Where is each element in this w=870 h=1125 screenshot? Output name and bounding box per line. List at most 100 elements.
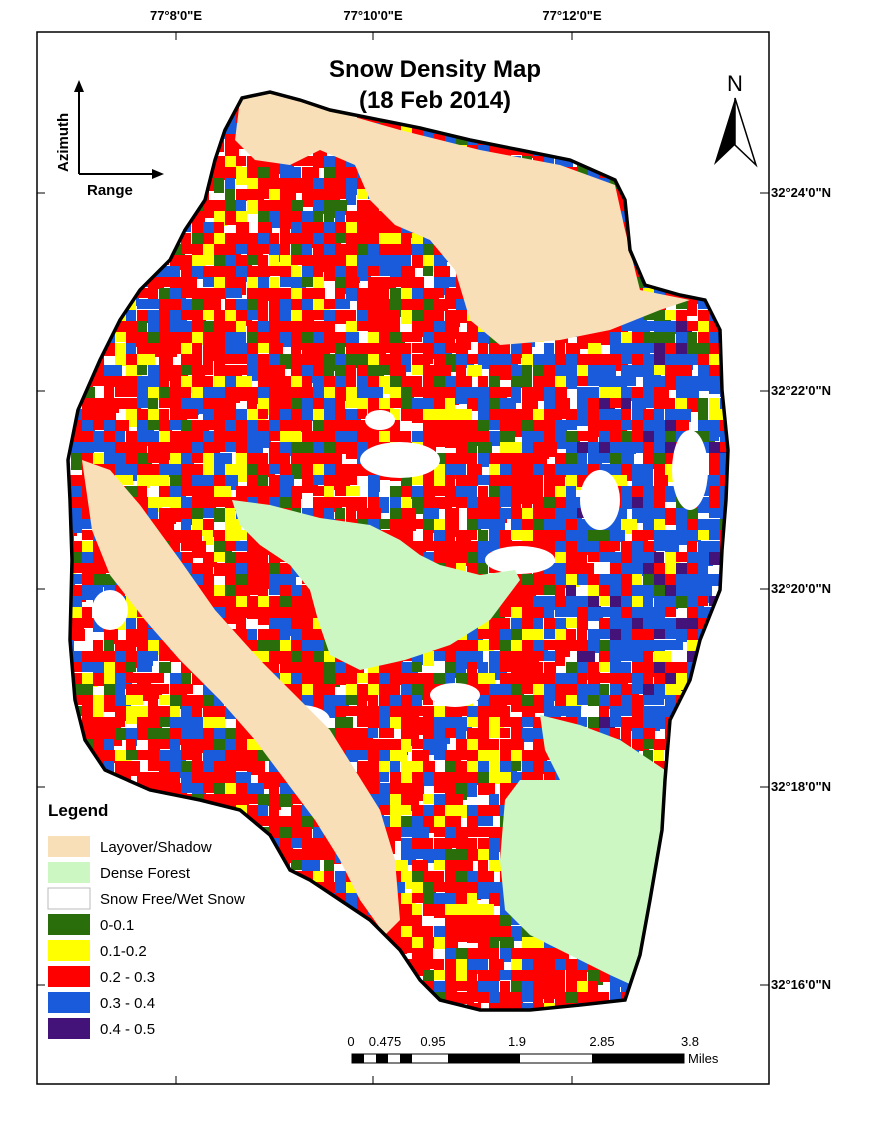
- density-cell: [511, 409, 525, 423]
- density-cell: [621, 486, 633, 499]
- legend-label: 0.3 - 0.4: [100, 995, 155, 1012]
- density-cell: [478, 420, 489, 435]
- density-cell: [522, 343, 532, 358]
- density-cell: [577, 387, 588, 402]
- density-cell: [258, 167, 272, 179]
- density-cell: [412, 475, 428, 485]
- density-cell: [434, 486, 449, 496]
- density-cell: [599, 684, 609, 695]
- density-cell: [258, 321, 271, 335]
- density-cell: [445, 431, 457, 448]
- density-cell: [291, 222, 309, 233]
- density-cell: [401, 475, 412, 487]
- density-cell: [148, 420, 166, 430]
- density-cell: [225, 255, 237, 269]
- density-cell: [247, 783, 264, 795]
- density-cell: [302, 673, 314, 684]
- density-cell: [478, 816, 493, 826]
- legend-swatch: [48, 966, 90, 987]
- density-cell: [489, 398, 500, 416]
- density-cell: [203, 277, 215, 287]
- lon-label-1: 77°8'0"E: [150, 8, 202, 23]
- density-cell: [214, 343, 225, 359]
- density-cell: [588, 981, 598, 993]
- density-cell: [181, 365, 195, 375]
- density-cell: [390, 519, 407, 530]
- density-cell: [115, 376, 127, 389]
- density-cell: [313, 211, 323, 228]
- density-cell: [379, 519, 394, 529]
- density-cell: [467, 453, 477, 469]
- density-cell: [225, 310, 238, 322]
- density-cell: [643, 398, 654, 408]
- density-cell: [709, 519, 725, 530]
- scale-tick-label: 2.85: [589, 1034, 614, 1049]
- density-cell: [313, 475, 329, 485]
- scale-segment: [400, 1054, 412, 1063]
- density-cell: [181, 266, 195, 279]
- density-cell: [621, 409, 631, 424]
- density-cell: [599, 662, 611, 672]
- density-cell: [555, 618, 567, 630]
- density-cell: [599, 365, 616, 378]
- density-cell: [390, 486, 401, 504]
- density-cell: [181, 277, 197, 288]
- density-cell: [181, 321, 194, 333]
- density-cell: [390, 673, 401, 685]
- density-cell: [511, 761, 521, 771]
- density-cell: [368, 684, 380, 695]
- density-cell: [665, 684, 681, 696]
- density-cell: [313, 849, 325, 860]
- density-cell: [236, 354, 253, 364]
- density-cell: [412, 387, 428, 397]
- density-cell: [379, 310, 393, 321]
- density-cell: [192, 453, 206, 463]
- density-cell: [115, 431, 125, 449]
- density-cell: [544, 497, 561, 508]
- density-cell: [181, 673, 191, 684]
- density-cell: [555, 354, 566, 369]
- density-cell: [599, 607, 611, 617]
- density-cell: [137, 365, 147, 375]
- density-cell: [676, 387, 689, 399]
- density-cell: [291, 420, 304, 432]
- density-cell: [269, 442, 280, 458]
- density-cell: [379, 497, 389, 513]
- density-cell: [544, 420, 562, 431]
- density-cell: [478, 882, 489, 899]
- density-cell: [214, 200, 225, 213]
- density-cell: [500, 508, 512, 519]
- scale-tick-label: 0: [347, 1034, 354, 1049]
- density-cell: [379, 266, 390, 276]
- density-cell: [401, 266, 415, 278]
- density-cell: [445, 530, 455, 541]
- legend-swatch: [48, 836, 90, 857]
- density-cell: [181, 541, 196, 551]
- density-cell: [456, 849, 467, 860]
- density-cell: [225, 464, 239, 477]
- lat-label-1: 32°24'0"N: [771, 185, 831, 200]
- density-cell: [302, 464, 313, 476]
- density-cell: [269, 266, 282, 276]
- density-cell: [720, 464, 728, 480]
- density-cell: [676, 398, 689, 411]
- density-cell: [423, 794, 434, 804]
- density-cell: [390, 321, 400, 338]
- density-cell: [577, 376, 594, 386]
- density-cell: [610, 981, 620, 992]
- density-cell: [665, 365, 676, 376]
- density-cell: [544, 442, 557, 457]
- density-cell: [544, 431, 557, 445]
- legend-label: Layover/Shadow: [100, 839, 212, 856]
- density-cell: [434, 959, 444, 971]
- density-cell: [159, 761, 170, 772]
- density-cell: [610, 541, 620, 551]
- density-cell: [687, 354, 701, 365]
- lat-label-2: 32°22'0"N: [771, 383, 831, 398]
- density-cell: [720, 453, 728, 467]
- density-cell: [269, 211, 283, 228]
- density-cell: [302, 684, 314, 696]
- density-cell: [269, 805, 279, 817]
- density-cell: [368, 398, 381, 411]
- legend-swatch: [48, 862, 90, 883]
